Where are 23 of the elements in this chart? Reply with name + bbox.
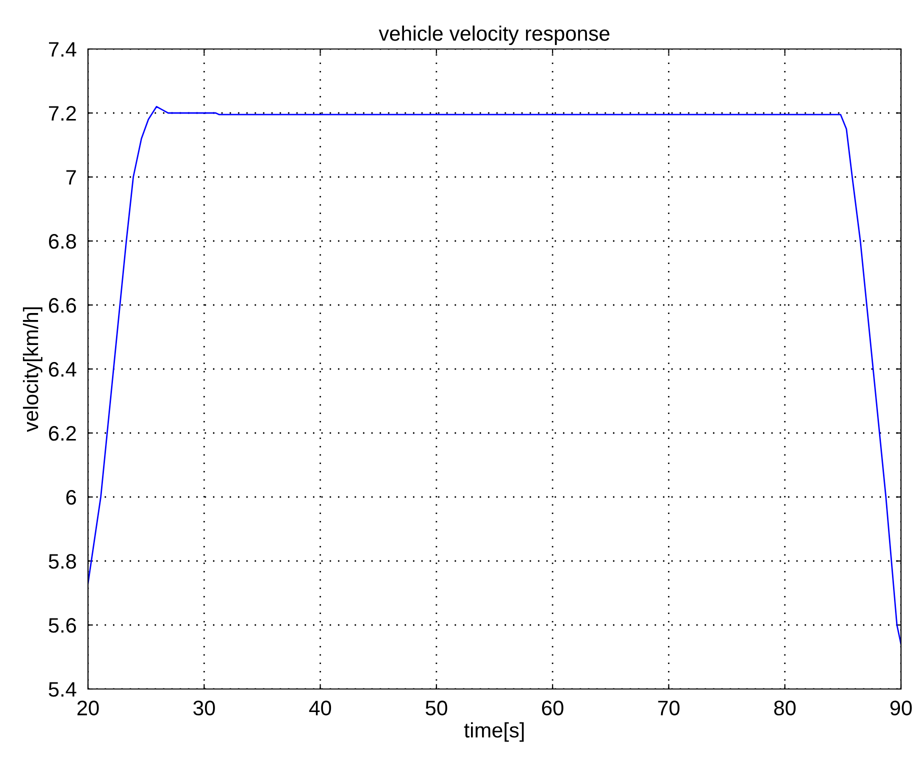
y-tick-label: 6.4: [48, 362, 76, 377]
line-series: [88, 106, 901, 645]
x-tick-label: 90: [890, 700, 912, 716]
y-tick-label: 5.4: [48, 682, 76, 697]
y-axis-title: velocity[km/h]: [22, 307, 42, 432]
x-tick-label: 60: [542, 700, 564, 716]
x-axis-title: time[s]: [464, 722, 524, 742]
y-tick-label: 7.2: [49, 106, 76, 121]
x-tick-label: 20: [77, 700, 99, 716]
y-tick-label: 5.8: [48, 554, 76, 569]
y-tick-label: 5.6: [48, 618, 76, 633]
x-tick-label: 40: [309, 700, 332, 716]
x-tick-label: 30: [193, 700, 215, 716]
y-tick-label: 6.8: [48, 234, 76, 249]
y-tick-label: 7: [66, 170, 76, 185]
y-tick-label: 6.2: [48, 426, 76, 441]
x-tick-label: 50: [426, 700, 448, 716]
y-tick-label: 7.4: [49, 42, 76, 57]
y-tick-label: 6.6: [48, 298, 76, 313]
x-tick-label: 80: [774, 700, 796, 716]
chart-title: vehicle velocity response: [378, 26, 610, 45]
x-tick-label: 70: [658, 700, 680, 716]
y-tick-label: 6: [66, 490, 76, 505]
